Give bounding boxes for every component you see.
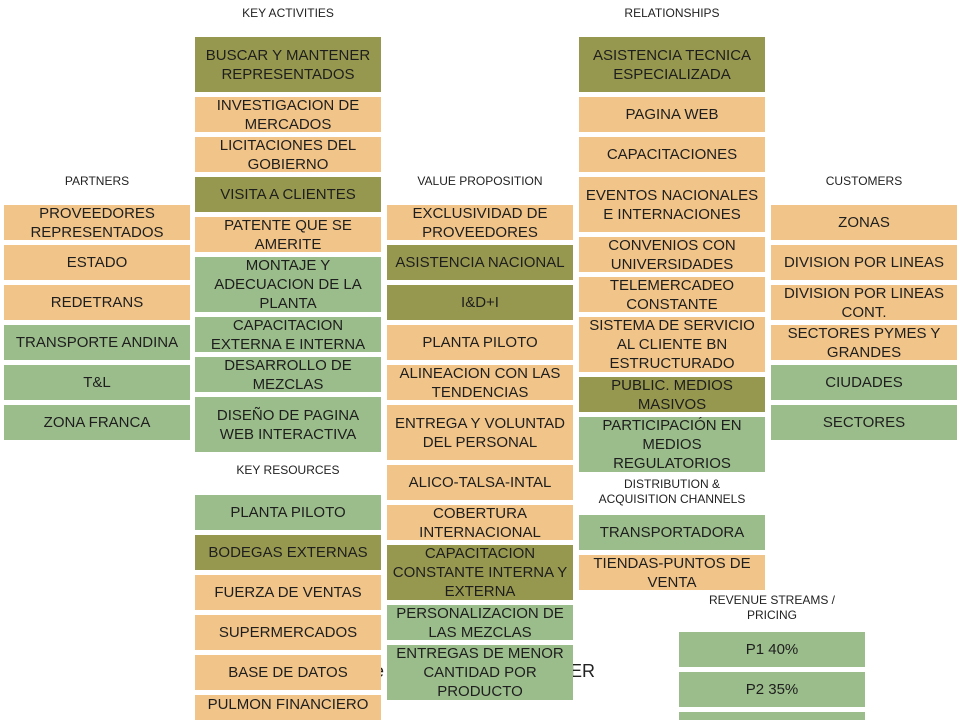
- customer-item: DIVISION POR LINEAS CONT.: [771, 285, 957, 320]
- header-customers: CUSTOMERS: [825, 174, 903, 188]
- value-proposition-item: COBERTURA INTERNACIONAL: [387, 505, 573, 540]
- value-proposition-item: I&D+I: [387, 285, 573, 320]
- relationship-item: ASISTENCIA TECNICA ESPECIALIZADA: [579, 37, 765, 92]
- key-resource-item: PULMON FINANCIERO: [195, 695, 381, 720]
- header-distribution-channels: DISTRIBUTION & ACQUISITION CHANNELS: [598, 477, 746, 506]
- key-activity-item: MONTAJE Y ADECUACION DE LA PLANTA: [195, 257, 381, 312]
- relationship-item: CAPACITACIONES: [579, 137, 765, 172]
- relationship-item: SISTEMA DE SERVICIO AL CLIENTE BN ESTRUC…: [579, 317, 765, 372]
- customer-item: SECTORES PYMES Y GRANDES: [771, 325, 957, 360]
- channel-item: TRANSPORTADORA: [579, 515, 765, 550]
- key-activity-item: INVESTIGACION DE MERCADOS: [195, 97, 381, 132]
- value-proposition-item: CAPACITACION CONSTANTE INTERNA Y EXTERNA: [387, 545, 573, 600]
- key-activity-item: DESARROLLO DE MEZCLAS: [195, 357, 381, 392]
- customer-item: CIUDADES: [771, 365, 957, 400]
- value-proposition-item: PERSONALIZACION DE LAS MEZCLAS: [387, 605, 573, 640]
- revenue-item: [679, 712, 865, 720]
- key-resource-item: FUERZA DE VENTAS: [195, 575, 381, 610]
- value-proposition-item: ASISTENCIA NACIONAL: [387, 245, 573, 280]
- background-text-fragment: ER: [570, 661, 596, 681]
- customer-item: DIVISION POR LINEAS: [771, 245, 957, 280]
- header-value-proposition: VALUE PROPOSITION: [417, 174, 543, 188]
- value-proposition-item: ALICO-TALSA-INTAL: [387, 465, 573, 500]
- header-revenue-streams: REVENUE STREAMS / PRICING: [708, 593, 836, 622]
- key-activity-item: CAPACITACION EXTERNA E INTERNA: [195, 317, 381, 352]
- relationship-item: PAGINA WEB: [579, 97, 765, 132]
- partner-item: REDETRANS: [4, 285, 190, 320]
- relationship-item: EVENTOS NACIONALES E INTERNACIONES: [579, 177, 765, 232]
- value-proposition-item: EXCLUSIVIDAD DE PROVEEDORES: [387, 205, 573, 240]
- key-activity-item: PATENTE QUE SE AMERITE: [195, 217, 381, 252]
- key-activity-item: LICITACIONES DEL GOBIERNO: [195, 137, 381, 172]
- key-activity-item: BUSCAR Y MANTENER REPRESENTADOS: [195, 37, 381, 92]
- value-proposition-item: ALINEACION CON LAS TENDENCIAS: [387, 365, 573, 400]
- customer-item: ZONAS: [771, 205, 957, 240]
- header-relationships: RELATIONSHIPS: [624, 6, 720, 20]
- key-activity-item: VISITA A CLIENTES: [195, 177, 381, 212]
- partner-item: PROVEEDORES REPRESENTADOS: [4, 205, 190, 240]
- relationship-item: PARTICIPACIÓN EN MEDIOS REGULATORIOS: [579, 417, 765, 472]
- partner-item: ESTADO: [4, 245, 190, 280]
- customer-item: SECTORES: [771, 405, 957, 440]
- value-proposition-item: ENTREGA Y VOLUNTAD DEL PERSONAL: [387, 405, 573, 460]
- key-resource-item: PLANTA PILOTO: [195, 495, 381, 530]
- key-resource-item: BODEGAS EXTERNAS: [195, 535, 381, 570]
- key-activity-item: DISEÑO DE PAGINA WEB INTERACTIVA: [195, 397, 381, 452]
- channel-item: TIENDAS-PUNTOS DE VENTA: [579, 555, 765, 590]
- header-key-activities: KEY ACTIVITIES: [242, 6, 334, 20]
- relationship-item: PUBLIC. MEDIOS MASIVOS: [579, 377, 765, 412]
- key-resource-item: BASE DE DATOS: [195, 655, 381, 690]
- relationship-item: CONVENIOS CON UNIVERSIDADES: [579, 237, 765, 272]
- relationship-item: TELEMERCADEO CONSTANTE: [579, 277, 765, 312]
- partner-item: ZONA FRANCA: [4, 405, 190, 440]
- key-resource-item: SUPERMERCADOS: [195, 615, 381, 650]
- partner-item: T&L: [4, 365, 190, 400]
- partner-item: TRANSPORTE ANDINA: [4, 325, 190, 360]
- value-proposition-item: PLANTA PILOTO: [387, 325, 573, 360]
- value-proposition-item: ENTREGAS DE MENOR CANTIDAD POR PRODUCTO: [387, 645, 573, 700]
- header-key-resources: KEY RESOURCES: [236, 463, 340, 477]
- header-partners: PARTNERS: [64, 174, 130, 188]
- revenue-item: P1 40%: [679, 632, 865, 667]
- revenue-item: P2 35%: [679, 672, 865, 707]
